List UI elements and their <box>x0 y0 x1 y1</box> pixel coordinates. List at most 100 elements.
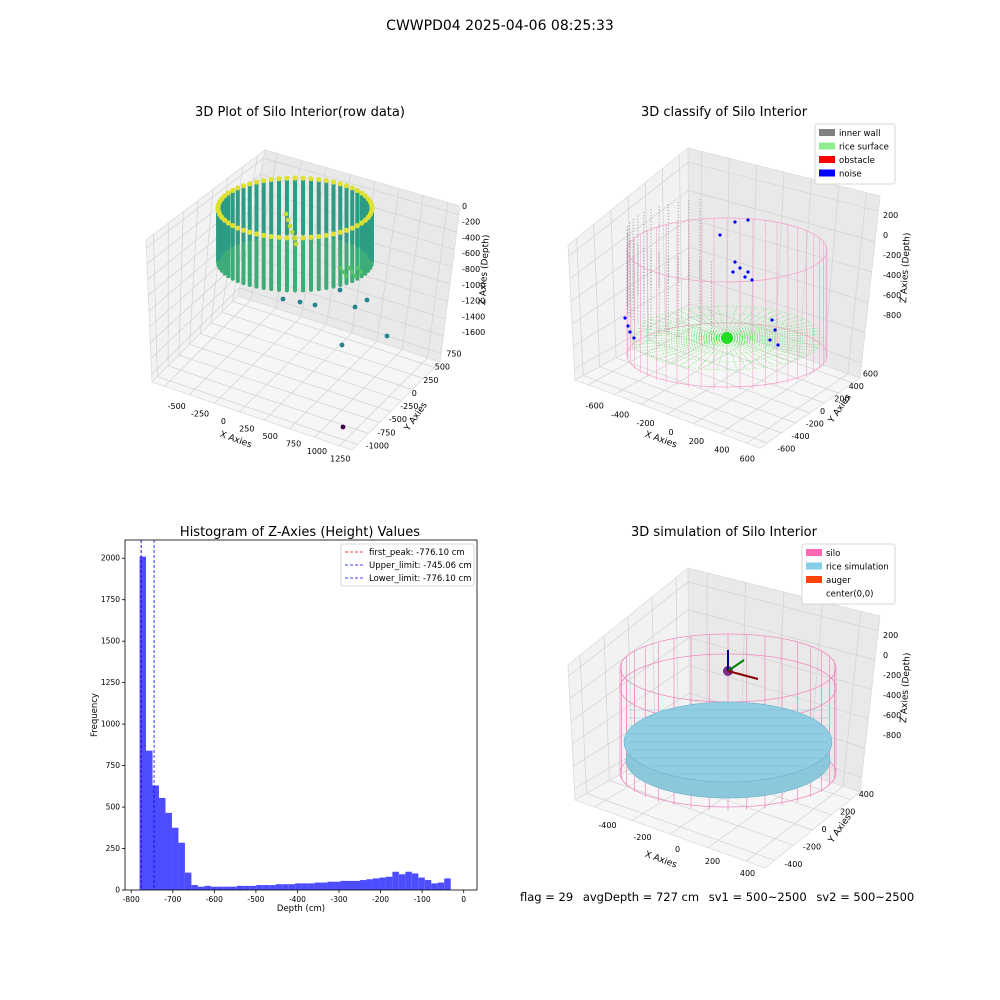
rice-surface-ray <box>726 318 804 339</box>
z-axis-label: Z Axies (Depth) <box>899 232 913 303</box>
x-tick-label: -200 <box>636 419 654 428</box>
x-grid-line <box>164 299 251 387</box>
noise-point <box>746 270 750 274</box>
rice-surface-ray <box>679 310 728 339</box>
x-grid-line <box>339 357 428 446</box>
x-tick-label: -400 <box>598 821 616 830</box>
ring-top-point <box>292 175 298 181</box>
rice-surface-ray <box>636 327 728 339</box>
ring-top-point <box>343 227 350 233</box>
y-grid-line <box>599 366 782 434</box>
rice-surface-ring <box>654 313 800 363</box>
ring-top-point <box>354 223 360 229</box>
z-grid-line <box>242 271 444 337</box>
ring-top-point <box>337 181 343 187</box>
x-tick-label: -200 <box>372 895 389 904</box>
z-grid-line <box>688 190 876 242</box>
noise-point <box>626 324 630 328</box>
histogram-bar <box>379 877 386 890</box>
histogram-bar <box>230 886 237 890</box>
rice-surface-ray <box>634 331 728 339</box>
z-tick-label: -1400 <box>462 312 485 321</box>
feature-point <box>349 269 355 275</box>
y-tick-label: 250 <box>106 844 121 853</box>
z-grid-line <box>689 665 869 720</box>
ring-top-point <box>343 183 350 189</box>
rice-surface-ring <box>678 321 776 355</box>
legend-label: Lower_limit: -776.10 cm <box>369 574 471 584</box>
ring-top-point <box>247 181 253 187</box>
rice-surface-ray <box>726 307 757 339</box>
z-grid-line <box>573 275 690 347</box>
outlier-point <box>352 304 358 310</box>
histogram-bar <box>301 883 309 890</box>
histogram-bar <box>197 886 205 890</box>
chart-simulation: 3D simulation of Silo Interior-400-20002… <box>567 525 913 878</box>
ring-top-point <box>235 225 241 231</box>
legend-label: Upper_limit: -745.06 cm <box>369 561 472 571</box>
x-tick-label: 600 <box>740 455 755 464</box>
histogram-bar <box>340 880 348 890</box>
flag-label: flag = 29 <box>520 890 574 904</box>
y-grid-line <box>579 655 587 794</box>
silo-ring <box>626 217 828 283</box>
rice-surface-ray <box>726 337 820 345</box>
y-tick-label: -400 <box>791 432 809 441</box>
y-grid-line <box>648 339 825 404</box>
ring-top-point <box>359 190 365 196</box>
rice-surface-ray <box>726 337 766 368</box>
noise-point <box>743 275 747 279</box>
y-tick-label: 750 <box>106 761 121 770</box>
z-tick-label: 200 <box>883 631 898 640</box>
histogram-bar <box>184 872 192 890</box>
outlier-point <box>364 297 370 303</box>
sv1-label: sv1 = 500~2500 <box>708 890 807 904</box>
x-tick-label: -200 <box>633 833 651 842</box>
ring-top-point <box>225 190 231 196</box>
histogram-bar <box>288 884 296 890</box>
ring-top-point <box>268 233 274 240</box>
feature-point <box>355 265 361 271</box>
histogram-bar <box>444 878 451 890</box>
noise-point <box>632 336 636 340</box>
x-tick-label: 0 <box>461 895 466 904</box>
z-tick-label: -200 <box>462 218 480 227</box>
histogram-bar <box>262 885 270 890</box>
x-tick-label: -700 <box>164 895 181 904</box>
x-tick-label: -400 <box>289 895 306 904</box>
rice-surface-ray <box>650 337 728 358</box>
rice-surface-ray <box>688 308 728 339</box>
feature-point <box>346 265 352 271</box>
x-tick-label: -250 <box>191 409 209 418</box>
x-grid-line <box>264 332 352 421</box>
floor-pane <box>151 295 441 451</box>
outlier-point <box>340 424 346 430</box>
legend-box <box>814 123 896 185</box>
histogram-bar <box>308 883 315 890</box>
ring-top-point <box>316 176 322 183</box>
histogram-bar <box>146 750 153 890</box>
y-tick-label: -200 <box>806 420 824 429</box>
noise-point <box>768 338 772 342</box>
ring-top-point <box>268 176 274 183</box>
y-tick-label: -600 <box>777 445 795 454</box>
rice-surface-ray <box>726 306 748 339</box>
z-grid-line <box>574 303 691 370</box>
y-grid-line <box>583 375 768 444</box>
z-axis-label: Z Axies (Depth) <box>899 652 913 723</box>
noise-point <box>628 330 632 334</box>
chart-classify: 3D classify of Silo Interior -600 -400 -200… <box>567 105 913 464</box>
y-grid-line <box>609 780 794 846</box>
avg-depth-label: avgDepth = 727 cm <box>582 890 700 904</box>
status-footer: flag = 29 avgDepth = 727 cm sv1 = 500~25… <box>520 890 920 904</box>
y-tick-label: 400 <box>859 790 874 799</box>
x-grid-line <box>189 308 277 395</box>
histogram-bar <box>204 885 211 890</box>
outlier-point <box>384 333 390 339</box>
z-grid-line <box>570 637 690 722</box>
ring-top-point <box>261 232 267 239</box>
feature-point <box>289 229 295 235</box>
y-tick-label: 200 <box>834 394 849 403</box>
rice-surface-ray <box>650 318 728 339</box>
rice-surface-ray <box>726 337 822 342</box>
